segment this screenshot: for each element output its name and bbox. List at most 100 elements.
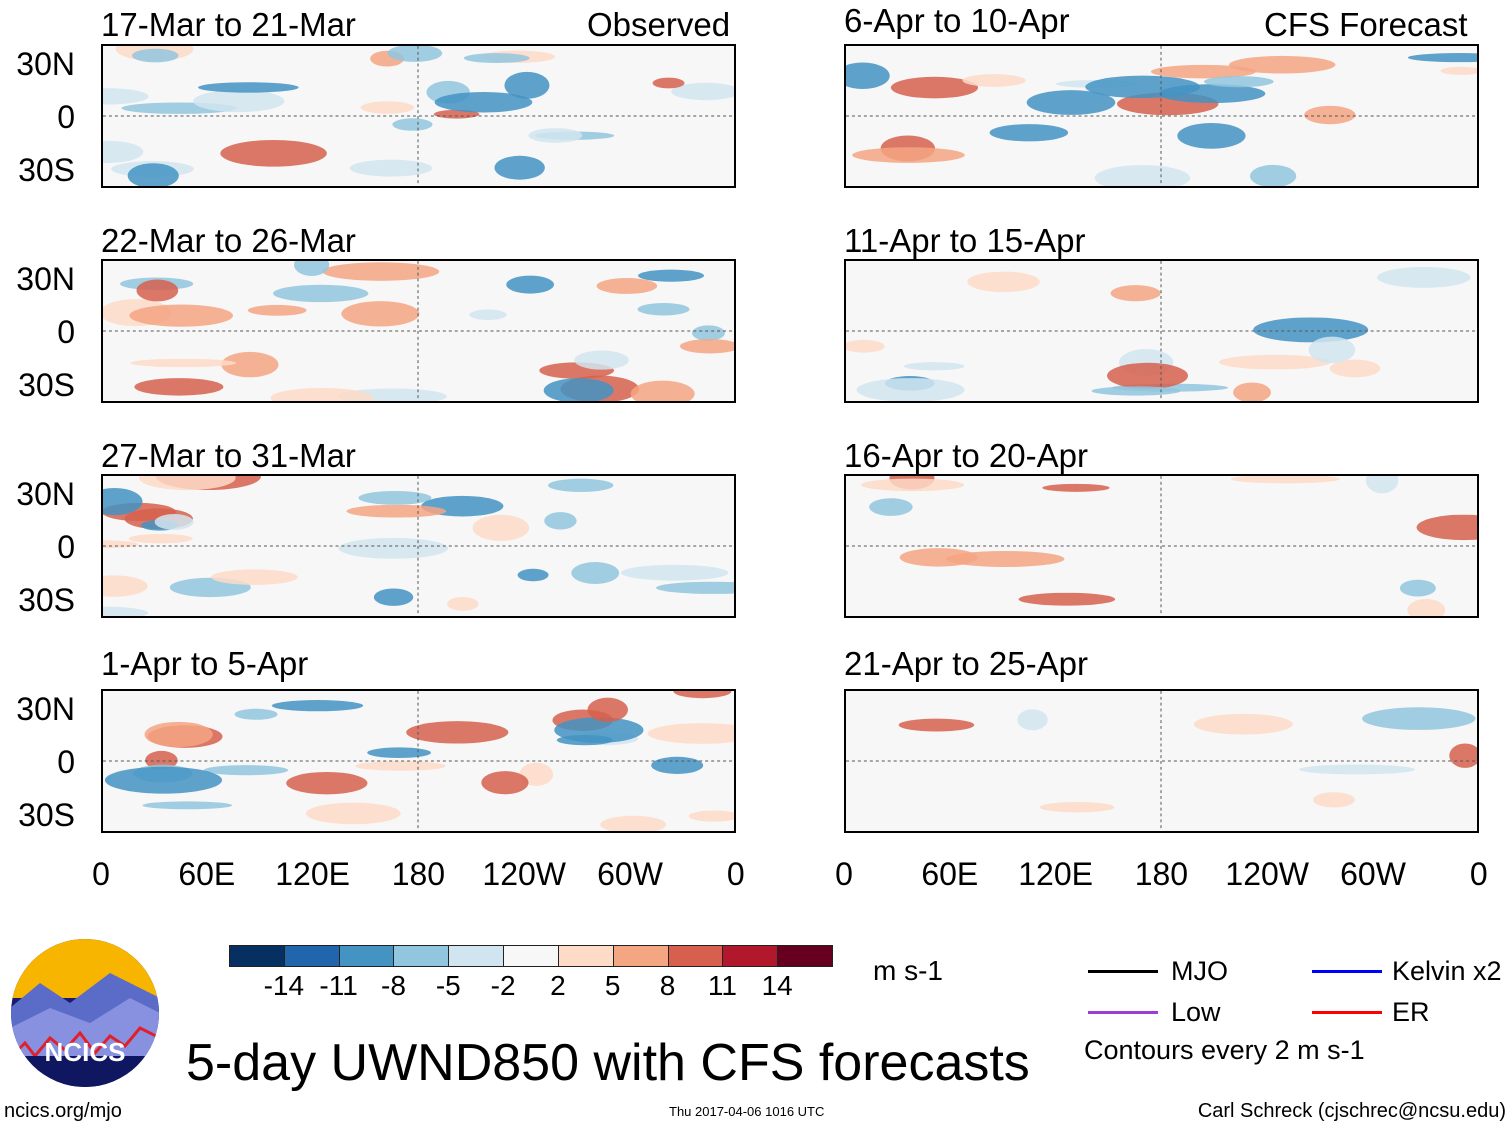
wind-anomaly-blob xyxy=(367,747,431,759)
wind-anomaly-blob xyxy=(1018,592,1116,606)
legend-line-mjo xyxy=(1088,970,1158,973)
wind-anomaly-blob xyxy=(154,514,194,530)
wind-anomaly-blob xyxy=(638,269,705,282)
wind-anomaly-blob xyxy=(1249,164,1297,186)
longitude-label: 60W xyxy=(597,856,663,892)
wind-anomaly-blob xyxy=(221,351,279,378)
wind-anomaly-blob xyxy=(1026,90,1116,115)
footer-timestamp: Thu 2017-04-06 1016 UTC xyxy=(669,1104,825,1119)
wind-anomaly-blob xyxy=(1017,709,1048,731)
longitude-label: 60E xyxy=(921,856,979,892)
wind-anomaly-blob xyxy=(1399,579,1436,597)
wind-anomaly-blob xyxy=(899,548,978,567)
colorbar-label: -8 xyxy=(381,970,406,1001)
latitude-label: 30S xyxy=(18,797,75,833)
wind-anomaly-blob xyxy=(104,766,223,794)
colorbar-label: 14 xyxy=(761,970,793,1001)
wind-anomaly-blob xyxy=(1085,75,1201,99)
colorbar-label: -11 xyxy=(319,970,358,1001)
colorbar-label: 5 xyxy=(604,970,621,1001)
colorbar-swatch xyxy=(393,945,450,967)
wind-anomaly-blob xyxy=(132,48,179,63)
wind-anomaly-blob xyxy=(1308,336,1356,364)
panel-title-right-2: 16-Apr to 20-Apr xyxy=(844,437,1088,474)
wind-anomaly-blob xyxy=(103,140,144,163)
svg-text:NCICS: NCICS xyxy=(45,1037,126,1067)
longitude-label: 0 xyxy=(835,856,853,892)
wind-anomaly-blob xyxy=(647,723,734,744)
wind-anomaly-blob xyxy=(1042,483,1110,492)
wind-anomaly-blob xyxy=(387,46,443,62)
wind-anomaly-blob xyxy=(293,261,330,276)
wind-anomaly-blob xyxy=(434,92,533,113)
colorbar-label: -2 xyxy=(490,970,516,1001)
legend-line-kelvin xyxy=(1312,970,1382,973)
wind-anomaly-blob xyxy=(271,700,364,712)
colorbar-swatch xyxy=(229,945,285,967)
longitude-label: 120W xyxy=(482,856,566,892)
wind-anomaly-blob xyxy=(1329,359,1381,378)
wind-anomaly-blob xyxy=(481,771,529,795)
wind-anomaly-blob xyxy=(637,302,690,316)
colorbar-swatch xyxy=(338,945,395,967)
wind-anomaly-blob xyxy=(656,581,734,594)
wind-anomaly-blob xyxy=(286,771,368,795)
map-panel-right-2 xyxy=(844,474,1479,618)
colorbar-units: m s-1 xyxy=(873,955,943,986)
wind-anomaly-blob xyxy=(103,487,143,516)
latitude-label: 30S xyxy=(18,152,75,188)
figure-title: 5-day UWND850 with CFS forecasts xyxy=(186,1034,1030,1092)
wind-anomaly-blob xyxy=(1091,386,1181,396)
wind-anomaly-blob xyxy=(144,721,213,748)
wind-anomaly-blob xyxy=(967,271,1040,293)
wind-anomaly-blob xyxy=(130,358,237,368)
longitude-label: 180 xyxy=(391,856,446,892)
panel-title-left-3: 1-Apr to 5-Apr xyxy=(101,645,309,682)
wind-anomaly-blob xyxy=(890,76,979,99)
wind-anomaly-blob xyxy=(1362,707,1476,730)
wind-anomaly-blob xyxy=(1230,476,1340,484)
latitude-label: 0 xyxy=(57,744,75,780)
wind-anomaly-blob xyxy=(270,387,374,401)
longitude-label: 180 xyxy=(1134,856,1189,892)
panel-title-right-3: 21-Apr to 25-Apr xyxy=(844,645,1088,682)
map-panel-right-0 xyxy=(844,44,1479,188)
wind-anomaly-blob xyxy=(652,77,685,89)
wind-anomaly-blob xyxy=(1094,165,1191,186)
legend-label-low: Low xyxy=(1171,997,1221,1027)
wind-anomaly-blob xyxy=(472,514,530,541)
wind-anomaly-blob xyxy=(463,53,530,64)
wind-anomaly-blob xyxy=(358,491,432,505)
wind-anomaly-blob xyxy=(134,378,224,396)
wind-anomaly-blob xyxy=(587,697,628,722)
wind-anomaly-blob xyxy=(469,309,507,321)
ncics-logo: NCICS xyxy=(10,938,160,1088)
latitude-label: 30N xyxy=(16,46,75,82)
wind-anomaly-blob xyxy=(1229,55,1336,74)
latitude-label: 30N xyxy=(16,476,75,512)
panel-title-left-1: 22-Mar to 26-Mar xyxy=(101,222,356,259)
wind-anomaly-blob xyxy=(103,88,149,105)
longitude-label: 0 xyxy=(1469,856,1488,892)
footer-url[interactable]: ncics.org/mjo xyxy=(4,1100,122,1122)
panel-title-left-0: 17-Mar to 21-Mar xyxy=(101,6,356,43)
legend-line-er xyxy=(1312,1011,1382,1014)
colorbar-swatch xyxy=(777,945,833,967)
forecast-header: CFS Forecast xyxy=(1264,6,1468,43)
wind-anomaly-blob xyxy=(846,339,885,353)
legend-line-low xyxy=(1088,1011,1158,1014)
latitude-label: 30N xyxy=(16,261,75,297)
wind-anomaly-blob xyxy=(1193,713,1293,735)
wind-anomaly-blob xyxy=(193,90,285,113)
wind-anomaly-blob xyxy=(446,597,479,611)
wind-anomaly-blob xyxy=(856,378,965,401)
wind-anomaly-blob xyxy=(600,815,667,831)
wind-anomaly-blob xyxy=(869,498,913,516)
legend-label-kelvin: Kelvin x2 xyxy=(1392,956,1502,986)
wind-anomaly-blob xyxy=(544,512,577,530)
wind-anomaly-blob xyxy=(355,761,446,771)
colorbar-label: 11 xyxy=(707,970,737,1001)
colorbar-label: 2 xyxy=(550,970,566,1001)
wind-anomaly-blob xyxy=(852,147,965,163)
